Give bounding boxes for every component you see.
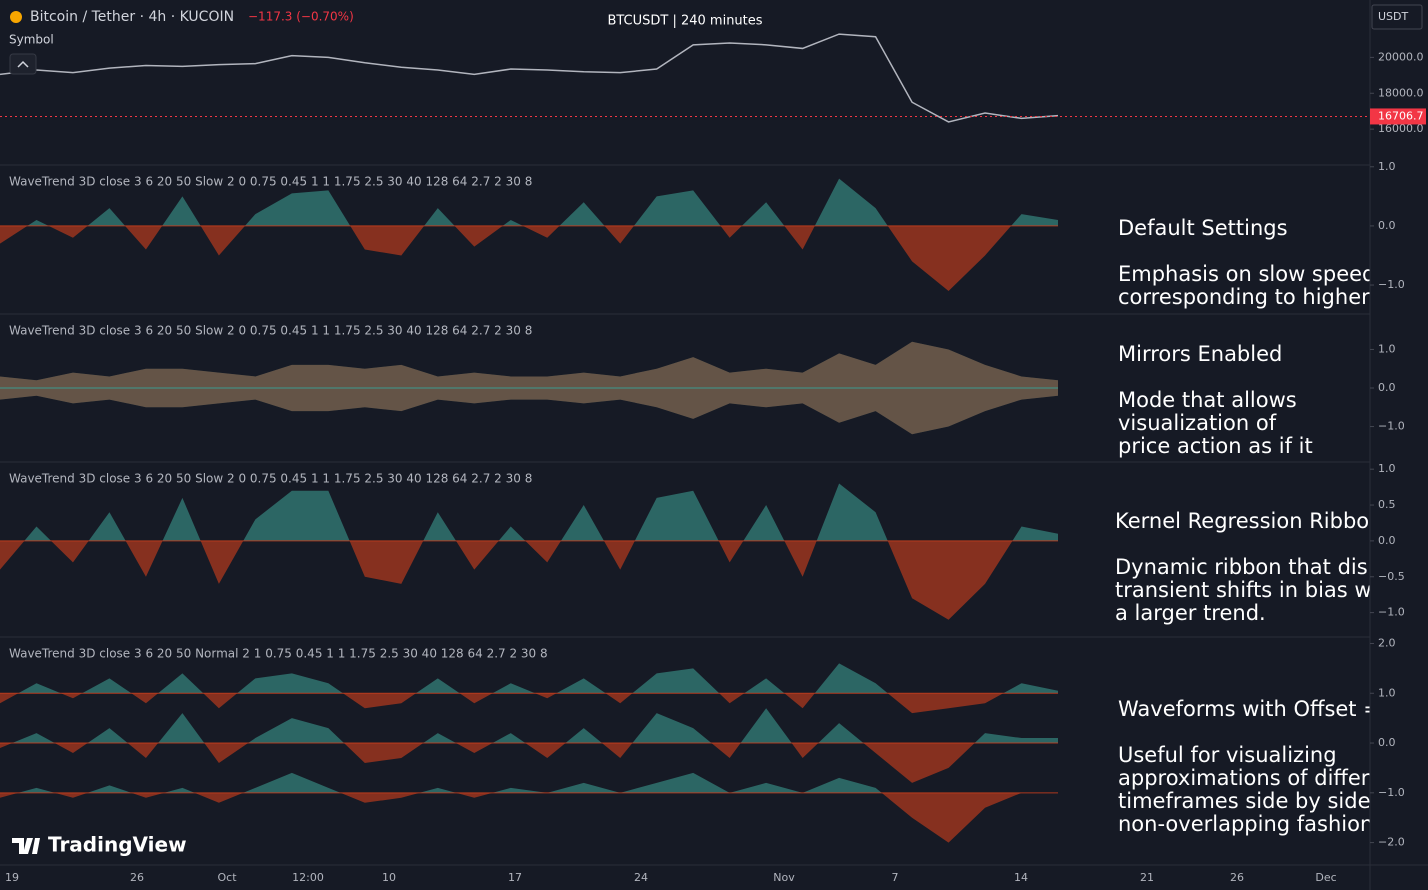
- x-tick-label: 21: [1140, 871, 1154, 884]
- y-tick-label: 18000.0: [1378, 86, 1424, 99]
- x-tick-label: 26: [1230, 871, 1244, 884]
- note-text: price action as if it: [1118, 434, 1313, 458]
- price-change: −117.3 (−0.70%): [248, 10, 354, 24]
- currency-button[interactable]: [1371, 4, 1423, 30]
- indicator-label: WaveTrend 3D close 3 6 20 50 Normal 2 1 …: [9, 647, 548, 661]
- symbol-title: Bitcoin / Tether · 4h · KUCOIN: [30, 9, 234, 25]
- y-tick-label: −1.0: [1378, 786, 1405, 799]
- y-tick-label: 0.0: [1378, 736, 1396, 749]
- note-text: Mirrors Enabled: [1118, 342, 1282, 366]
- wave-area-down: [0, 792, 1058, 843]
- branding: TradingView: [48, 833, 187, 857]
- wave-area-down: [0, 225, 1058, 291]
- x-tick-label: 12:00: [292, 871, 324, 884]
- y-tick-label: 1.0: [1378, 462, 1396, 475]
- note-text: timeframes side by side: [1118, 789, 1371, 813]
- price-axis-area: [1370, 0, 1428, 890]
- y-tick-label: 2.0: [1378, 636, 1396, 649]
- x-tick-label: Dec: [1315, 871, 1336, 884]
- x-tick-label: 19: [5, 871, 19, 884]
- y-tick-label: 0.0: [1378, 219, 1396, 232]
- note-text: visualization of: [1118, 411, 1277, 435]
- wave-area-down: [0, 693, 1004, 714]
- indicator-label: WaveTrend 3D close 3 6 20 50 Slow 2 0 0.…: [9, 175, 532, 189]
- note-text: approximations of differe: [1118, 766, 1382, 790]
- x-tick-label: Oct: [217, 871, 237, 884]
- wave-area-down: [0, 540, 1013, 620]
- y-tick-label: −1.0: [1378, 420, 1405, 433]
- collapse-button[interactable]: [9, 53, 37, 75]
- currency: USDT: [1378, 10, 1409, 23]
- symbol-label: Symbol: [9, 33, 54, 47]
- y-tick-label: −1.0: [1378, 278, 1405, 291]
- note-text: Waveforms with Offset =: [1118, 697, 1381, 721]
- y-tick-label: 20000.0: [1378, 50, 1424, 63]
- y-tick-label: 0.0: [1378, 534, 1396, 547]
- note-text: a larger trend.: [1115, 601, 1266, 625]
- note-text: Emphasis on slow speed: [1118, 262, 1375, 286]
- y-tick-label: 1.0: [1378, 342, 1396, 355]
- logo-mark: [12, 838, 40, 854]
- x-tick-label: 10: [382, 871, 396, 884]
- wave-area-up: [18, 772, 882, 793]
- note-text: Dynamic ribbon that disp: [1115, 555, 1381, 579]
- wave-area-up: [12, 708, 1058, 744]
- wave-area-up: [0, 663, 1058, 694]
- last-price-badge: [1370, 108, 1426, 125]
- last-price-label: 16706.7: [1378, 109, 1424, 122]
- y-tick-label: 16000.0: [1378, 122, 1424, 135]
- note-text: transient shifts in bias w: [1115, 578, 1372, 602]
- note-text: corresponding to higher: [1118, 285, 1370, 309]
- y-tick-label: 0.0: [1378, 381, 1396, 394]
- y-tick-label: 1.0: [1378, 686, 1396, 699]
- x-tick-label: 7: [892, 871, 899, 884]
- coin-icon: [10, 11, 22, 23]
- y-tick-label: −1.0: [1378, 606, 1405, 619]
- note-text: Useful for visualizing: [1118, 743, 1337, 767]
- x-tick-label: 14: [1014, 871, 1028, 884]
- wave-area-up: [0, 483, 1058, 541]
- x-tick-label: 17: [508, 871, 522, 884]
- y-tick-label: −0.5: [1378, 570, 1405, 583]
- y-tick-label: 0.5: [1378, 498, 1396, 511]
- x-tick-label: Nov: [773, 871, 795, 884]
- y-tick-label: 1.0: [1378, 160, 1396, 173]
- x-tick-label: 26: [130, 871, 144, 884]
- note-text: Mode that allows: [1118, 388, 1297, 412]
- center-title: BTCUSDT | 240 minutes: [607, 14, 762, 29]
- indicator-label: WaveTrend 3D close 3 6 20 50 Slow 2 0 0.…: [9, 324, 532, 338]
- wave-area-up: [27, 178, 1058, 226]
- note-text: Kernel Regression Ribbon: [1115, 509, 1382, 533]
- note-text: non-overlapping fashion: [1118, 812, 1373, 836]
- wave-area-down: [0, 743, 1058, 783]
- price-line: [0, 33, 1059, 123]
- tradingview-logo: TradingView: [12, 833, 187, 857]
- chevron-icon: [17, 60, 29, 68]
- x-tick-label: 24: [634, 871, 648, 884]
- indicator-label: WaveTrend 3D close 3 6 20 50 Slow 2 0 0.…: [9, 472, 532, 486]
- y-tick-label: −2.0: [1378, 836, 1405, 849]
- note-text: Default Settings: [1118, 216, 1288, 240]
